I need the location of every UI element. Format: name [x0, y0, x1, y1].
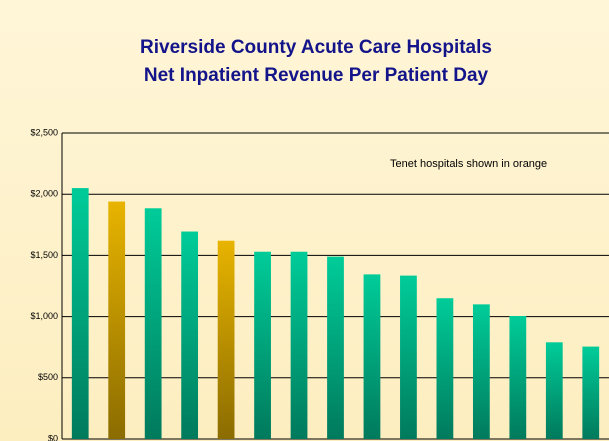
- bar: [254, 251, 271, 439]
- y-tick-label: $1,500: [30, 250, 58, 260]
- y-tick-label: $2,500: [30, 127, 58, 137]
- bar: [327, 256, 344, 439]
- bar: [400, 275, 417, 439]
- y-tick-label: $500: [38, 372, 58, 382]
- bar: [108, 201, 126, 439]
- chart-title: Riverside County Acute Care Hospitals: [140, 37, 492, 58]
- bar: [217, 240, 235, 439]
- y-tick-label: $2,000: [30, 189, 58, 199]
- annotation: Tenet hospitals shown in orange: [390, 158, 547, 170]
- bar: [290, 251, 308, 439]
- bar: [545, 342, 563, 439]
- bar: [181, 231, 199, 439]
- bar: [509, 315, 527, 439]
- chart-title: Net Inpatient Revenue Per Patient Day: [144, 65, 489, 86]
- bar: [144, 208, 162, 439]
- bar: [436, 298, 454, 439]
- bar: [472, 304, 490, 439]
- bar: [363, 274, 381, 439]
- y-tick-label: $0: [48, 433, 58, 441]
- bar: [71, 188, 89, 439]
- bar: [582, 346, 600, 439]
- y-tick-label: $1,000: [30, 311, 58, 321]
